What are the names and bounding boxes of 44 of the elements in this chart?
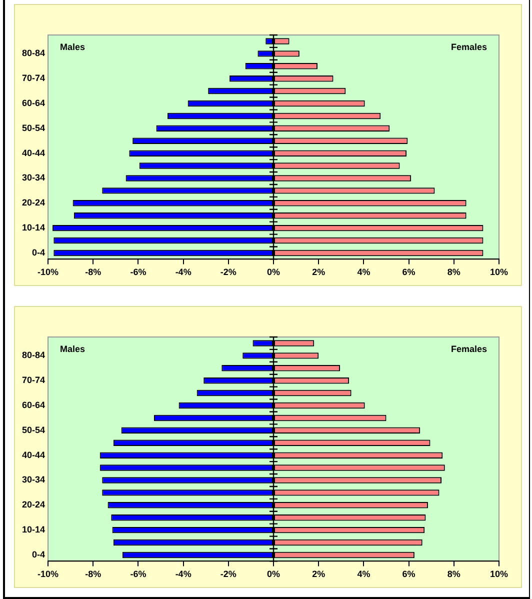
- annotation: Males: [60, 42, 86, 52]
- x-tick-label: 4%: [357, 569, 370, 580]
- x-tick-label: -6%: [130, 569, 146, 580]
- y-tick-label: 0-4: [32, 549, 46, 560]
- y-tick-label: 70-74: [22, 375, 46, 386]
- x-tick-label: -2%: [220, 267, 236, 278]
- y-tick-label: 80-84: [22, 350, 46, 360]
- y-tick-label: 10-14: [22, 222, 46, 233]
- x-tick-label: -4%: [175, 267, 192, 278]
- annotation: Females: [450, 344, 487, 354]
- y-tick-label: 30-34: [22, 172, 46, 183]
- x-tick-label: 0%: [267, 267, 280, 278]
- y-tick-label: 40-44: [22, 450, 46, 460]
- y-tick-label: 60-64: [22, 400, 46, 410]
- y-tick-label: 40-44: [22, 148, 46, 158]
- x-tick-label: -8%: [85, 569, 102, 580]
- y-tick-label: 80-84: [22, 48, 46, 58]
- x-tick-label: -2%: [220, 569, 236, 580]
- y-tick-label: 10-14: [22, 524, 46, 535]
- x-tick-label: 10%: [490, 569, 508, 580]
- x-tick-label: -8%: [85, 267, 102, 278]
- x-tick-label: -10%: [38, 267, 59, 278]
- y-tick-label: 30-34: [22, 474, 46, 485]
- x-tick-label: 8%: [447, 569, 460, 580]
- y-tick-label: 50-54: [22, 122, 46, 133]
- x-tick-label: -10%: [38, 569, 59, 580]
- x-tick-label: 0%: [267, 569, 280, 580]
- x-tick-label: -6%: [130, 267, 146, 278]
- y-tick-label: 20-24: [22, 198, 46, 208]
- x-tick-label: 6%: [402, 267, 416, 278]
- annotation: Males: [60, 344, 86, 354]
- y-tick-label: 0-4: [32, 247, 46, 258]
- x-tick-label: 8%: [447, 267, 460, 278]
- x-tick-label: 2%: [312, 267, 326, 278]
- x-tick-label: 2%: [312, 569, 326, 580]
- y-tick-label: 60-64: [22, 98, 46, 108]
- x-tick-label: 10%: [490, 267, 508, 278]
- y-tick-label: 70-74: [22, 73, 46, 84]
- y-tick-label: 50-54: [22, 424, 46, 435]
- annotation: Females: [450, 42, 487, 52]
- x-tick-label: -4%: [175, 569, 192, 580]
- y-tick-label: 20-24: [22, 500, 46, 510]
- x-tick-label: 6%: [402, 569, 416, 580]
- x-tick-label: 4%: [357, 267, 370, 278]
